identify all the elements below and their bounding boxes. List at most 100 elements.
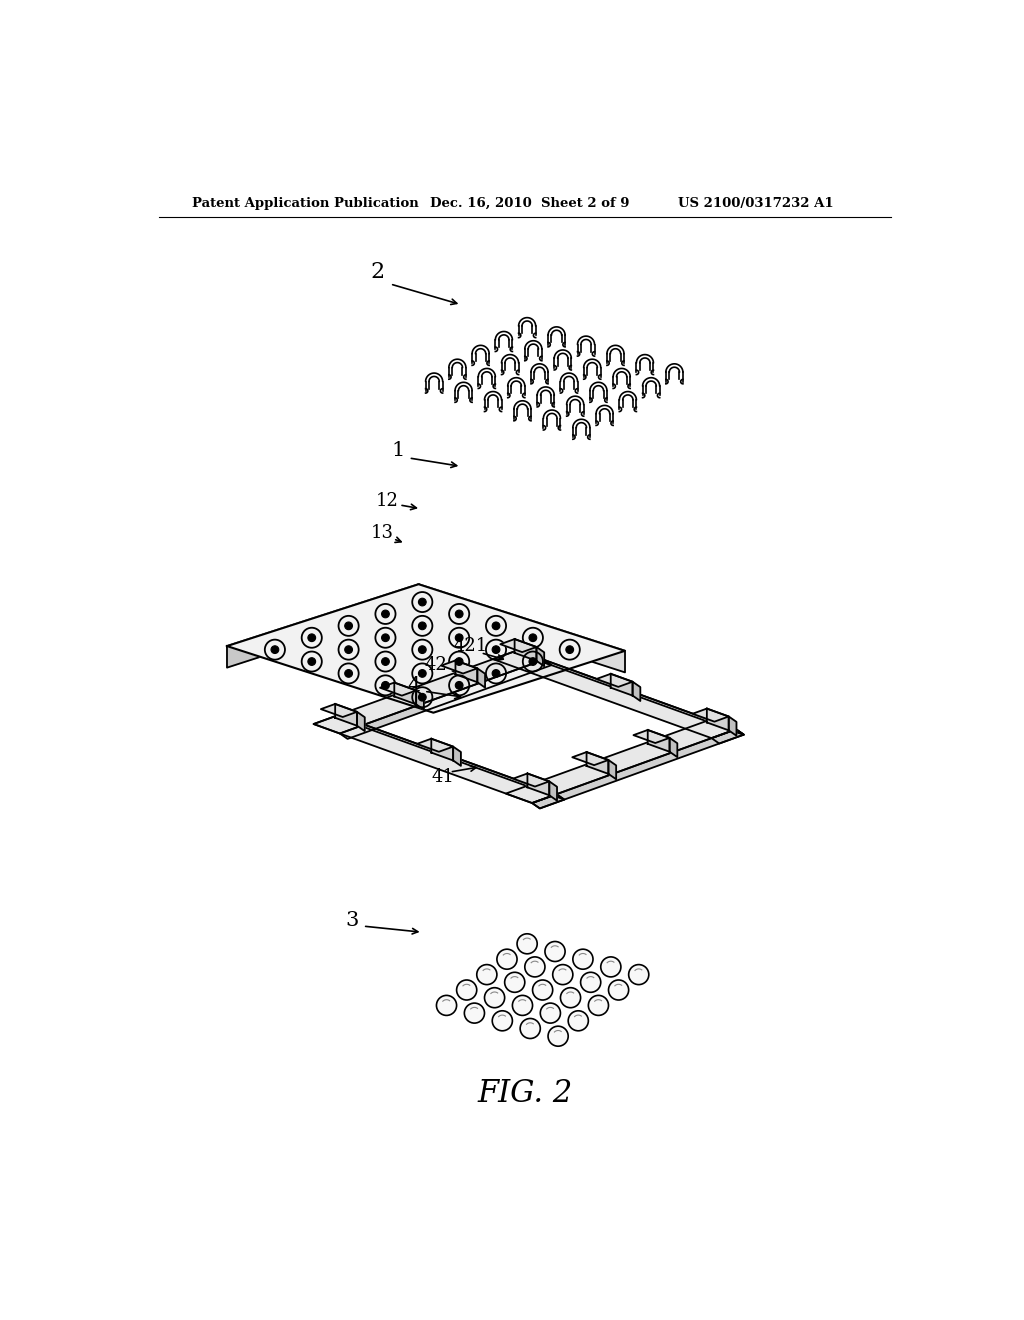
Polygon shape <box>338 715 564 800</box>
Polygon shape <box>596 673 633 686</box>
Circle shape <box>345 645 352 653</box>
Circle shape <box>436 995 457 1015</box>
Polygon shape <box>712 729 743 743</box>
Circle shape <box>382 610 389 618</box>
Polygon shape <box>517 651 552 665</box>
Circle shape <box>493 669 500 677</box>
Circle shape <box>419 622 426 630</box>
Polygon shape <box>313 715 557 803</box>
Circle shape <box>345 622 352 630</box>
Polygon shape <box>380 682 416 696</box>
Polygon shape <box>549 781 557 801</box>
Circle shape <box>308 634 315 642</box>
Polygon shape <box>227 585 419 668</box>
Polygon shape <box>493 651 736 738</box>
Circle shape <box>560 987 581 1007</box>
Polygon shape <box>648 730 670 751</box>
Circle shape <box>382 657 389 665</box>
Text: 1: 1 <box>391 441 404 461</box>
Polygon shape <box>707 709 729 730</box>
Circle shape <box>345 669 352 677</box>
Circle shape <box>529 657 537 665</box>
Circle shape <box>271 645 279 653</box>
Circle shape <box>493 1011 512 1031</box>
Circle shape <box>456 681 463 689</box>
Circle shape <box>520 1019 541 1039</box>
Polygon shape <box>227 585 625 713</box>
Circle shape <box>464 1003 484 1023</box>
Text: 41: 41 <box>432 768 455 785</box>
Circle shape <box>493 622 500 630</box>
Text: FIG. 2: FIG. 2 <box>477 1078 572 1109</box>
Text: 3: 3 <box>345 911 358 931</box>
Polygon shape <box>454 747 461 766</box>
Text: 421: 421 <box>454 636 487 655</box>
Circle shape <box>601 957 621 977</box>
Circle shape <box>493 645 500 653</box>
Circle shape <box>457 979 477 1001</box>
Circle shape <box>541 1003 560 1023</box>
Circle shape <box>477 965 497 985</box>
Circle shape <box>419 693 426 701</box>
Circle shape <box>382 634 389 642</box>
Circle shape <box>382 681 389 689</box>
Text: 12: 12 <box>376 492 399 510</box>
Text: 42: 42 <box>424 656 446 675</box>
Text: Dec. 16, 2010  Sheet 2 of 9: Dec. 16, 2010 Sheet 2 of 9 <box>430 197 630 210</box>
Polygon shape <box>501 639 537 652</box>
Polygon shape <box>340 660 552 739</box>
Circle shape <box>512 995 532 1015</box>
Text: 13: 13 <box>371 524 393 543</box>
Circle shape <box>581 973 601 993</box>
Circle shape <box>505 973 525 993</box>
Polygon shape <box>357 711 365 731</box>
Circle shape <box>545 941 565 961</box>
Circle shape <box>608 979 629 1001</box>
Polygon shape <box>692 709 729 722</box>
Polygon shape <box>527 774 549 795</box>
Circle shape <box>419 669 426 677</box>
Circle shape <box>566 645 573 653</box>
Circle shape <box>419 645 426 653</box>
Circle shape <box>517 933 538 954</box>
Circle shape <box>456 657 463 665</box>
Polygon shape <box>634 730 670 743</box>
Circle shape <box>589 995 608 1015</box>
Polygon shape <box>517 651 743 735</box>
Text: US 2100/0317232 A1: US 2100/0317232 A1 <box>678 197 834 210</box>
Polygon shape <box>321 704 357 717</box>
Text: 4: 4 <box>407 676 420 696</box>
Circle shape <box>456 634 463 642</box>
Text: Patent Application Publication: Patent Application Publication <box>191 197 418 210</box>
Polygon shape <box>417 739 454 752</box>
Polygon shape <box>532 729 743 808</box>
Polygon shape <box>572 752 608 766</box>
Circle shape <box>572 949 593 969</box>
Circle shape <box>529 634 537 642</box>
Circle shape <box>532 979 553 1001</box>
Circle shape <box>456 610 463 618</box>
Polygon shape <box>537 647 544 667</box>
Polygon shape <box>633 681 640 701</box>
Polygon shape <box>416 690 424 710</box>
Circle shape <box>308 657 315 665</box>
Text: 2: 2 <box>371 261 385 284</box>
Polygon shape <box>441 660 477 673</box>
Polygon shape <box>670 738 677 758</box>
Polygon shape <box>477 668 485 688</box>
Circle shape <box>553 965 572 985</box>
Polygon shape <box>710 719 743 735</box>
Polygon shape <box>313 651 544 734</box>
Polygon shape <box>729 717 736 735</box>
Polygon shape <box>608 760 616 779</box>
Polygon shape <box>419 585 625 672</box>
Circle shape <box>568 1011 589 1031</box>
Circle shape <box>524 957 545 977</box>
Polygon shape <box>610 673 633 696</box>
Circle shape <box>548 1026 568 1047</box>
Polygon shape <box>515 639 537 661</box>
Polygon shape <box>394 682 416 705</box>
Circle shape <box>484 987 505 1007</box>
Polygon shape <box>335 704 357 726</box>
Circle shape <box>419 598 426 606</box>
